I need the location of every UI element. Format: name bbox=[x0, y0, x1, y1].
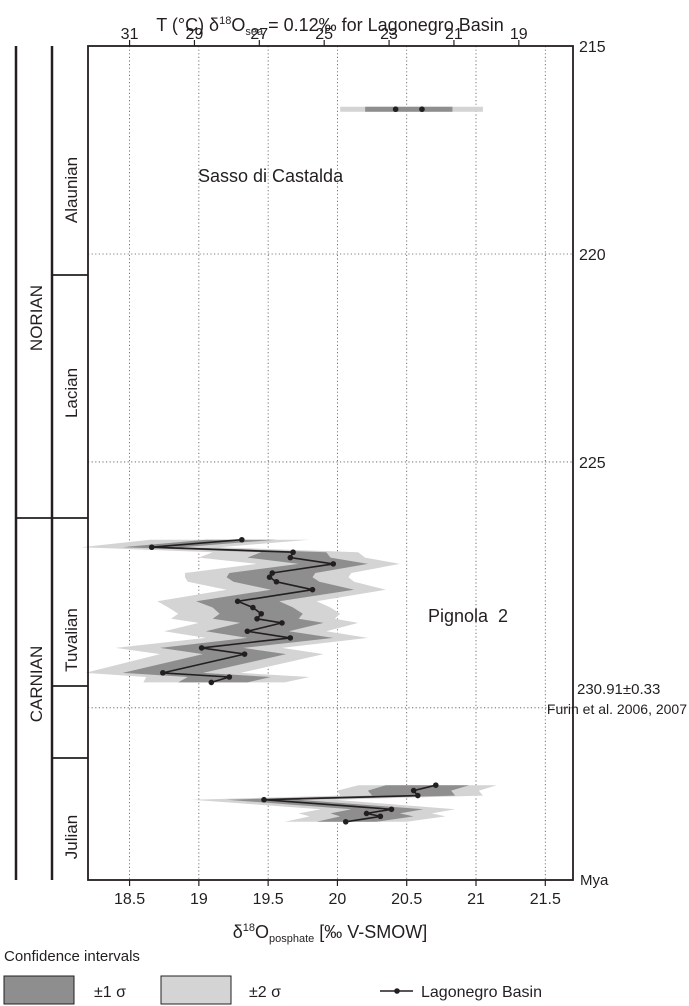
top-tick-label: 25 bbox=[315, 26, 333, 43]
substage-label-julian: Julian bbox=[62, 815, 81, 859]
data-point bbox=[279, 620, 285, 626]
top-axis-title: T (°C) δ18Osea = 0.12‰ for Lagonegro Bas… bbox=[156, 15, 504, 38]
legend-swatch-1-sigma bbox=[3, 975, 75, 1005]
bottom-tick-label: 20 bbox=[329, 891, 347, 908]
confidence-band-1-sigma bbox=[226, 785, 470, 822]
boundary-age-source: Furin et al. 2006, 2007 bbox=[547, 701, 687, 717]
annotation-sasso-di-castalda: Sasso di Castalda bbox=[198, 166, 344, 186]
data-point bbox=[287, 554, 294, 561]
data-point bbox=[287, 635, 294, 641]
bottom-tick-label: 21 bbox=[467, 891, 485, 908]
data-point bbox=[419, 106, 425, 113]
top-tick-label: 27 bbox=[250, 26, 268, 43]
data-point bbox=[377, 813, 384, 820]
top-tick-label: 19 bbox=[510, 26, 528, 43]
stratigraphic-column: NORIAN CARNIAN Alaunian Lacian Tuvalian … bbox=[14, 46, 88, 880]
top-tick-label: 23 bbox=[380, 26, 398, 43]
substage-label-lacian: Lacian bbox=[62, 368, 81, 418]
substage-label-alaunian: Alaunian bbox=[62, 157, 81, 223]
data-point bbox=[290, 549, 296, 556]
data-point bbox=[250, 604, 256, 611]
legend: Confidence intervals ±1 σ ±2 σ Lagonegro… bbox=[3, 948, 542, 1005]
stage-label-norian: NORIAN bbox=[27, 285, 46, 351]
x-axis-label: δ18Oposphate [‰ V-SMOW] bbox=[233, 922, 428, 945]
legend-point-marker bbox=[394, 988, 400, 994]
data-point bbox=[244, 628, 251, 635]
data-point bbox=[254, 615, 260, 622]
legend-label-lagonegro-basin: Lagonegro Basin bbox=[421, 984, 542, 1001]
data-point bbox=[309, 586, 316, 593]
stage-label-carnian: CARNIAN bbox=[27, 646, 46, 723]
bottom-tick-label: 21.5 bbox=[530, 891, 561, 908]
confidence-bands bbox=[81, 106, 497, 822]
bottom-tick-labels: 18.5 19 19.5 20 20.5 21 21.5 bbox=[114, 891, 561, 908]
data-point bbox=[330, 561, 337, 567]
data-point bbox=[266, 574, 273, 580]
bottom-tick-label: 19.5 bbox=[253, 891, 284, 908]
bottom-tick-label: 18.5 bbox=[114, 891, 145, 908]
right-tick-labels: 215 220 225 bbox=[579, 39, 606, 472]
data-point bbox=[160, 670, 166, 676]
data-point bbox=[433, 782, 439, 788]
right-tick-label: 220 bbox=[579, 247, 606, 264]
data-point bbox=[269, 570, 276, 576]
legend-label-1-sigma: ±1 σ bbox=[94, 984, 126, 1001]
right-tick-label: 225 bbox=[579, 455, 606, 472]
data-point bbox=[392, 106, 399, 113]
data-point bbox=[261, 796, 267, 803]
mya-unit-label: Mya bbox=[580, 872, 609, 889]
data-point bbox=[388, 806, 395, 813]
data-point bbox=[410, 787, 417, 794]
top-tick-label: 29 bbox=[186, 26, 204, 43]
data-point bbox=[239, 536, 245, 543]
data-series-lagonegro-basin bbox=[148, 106, 439, 825]
right-tick-label: 215 bbox=[579, 39, 606, 56]
top-tick-label: 21 bbox=[445, 26, 463, 43]
data-point bbox=[342, 818, 349, 825]
annotation-pignola-2: Pignola 2 bbox=[428, 606, 508, 626]
data-point bbox=[363, 810, 370, 817]
substage-label-tuvalian: Tuvalian bbox=[62, 608, 81, 672]
data-point bbox=[208, 679, 215, 686]
top-tick-labels: 31 29 27 25 23 21 19 bbox=[121, 26, 528, 43]
legend-label-2-sigma: ±2 σ bbox=[249, 984, 281, 1001]
data-point bbox=[198, 645, 205, 651]
data-point bbox=[148, 544, 155, 551]
data-point bbox=[241, 651, 248, 657]
confidence-band-1-sigma bbox=[122, 539, 368, 683]
legend-swatch-2-sigma bbox=[160, 975, 232, 1005]
data-point bbox=[415, 792, 421, 799]
data-point bbox=[273, 578, 280, 585]
data-point bbox=[234, 598, 241, 605]
bottom-tick-label: 20.5 bbox=[391, 891, 422, 908]
data-point bbox=[258, 610, 265, 617]
top-tick-label: 31 bbox=[121, 26, 139, 43]
bottom-tick-label: 19 bbox=[190, 891, 208, 908]
legend-title: Confidence intervals bbox=[4, 948, 140, 965]
data-point bbox=[226, 674, 233, 680]
boundary-age-label: 230.91±0.33 bbox=[577, 681, 660, 698]
plot-frame bbox=[87, 45, 574, 881]
